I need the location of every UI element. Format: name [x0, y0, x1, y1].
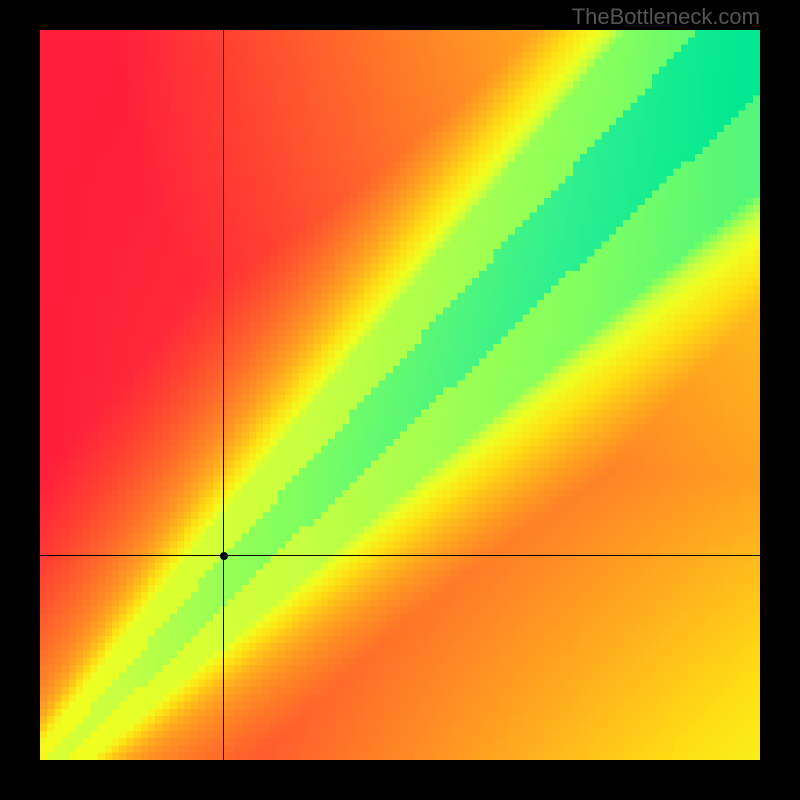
chart-container: { "canvas": { "width": 800, "height": 80…	[0, 0, 800, 800]
watermark-text: TheBottleneck.com	[572, 4, 760, 30]
bottleneck-heatmap	[40, 30, 760, 760]
crosshair-vertical-line	[223, 30, 224, 760]
crosshair-marker-dot	[220, 552, 228, 560]
crosshair-horizontal-line	[40, 555, 760, 556]
